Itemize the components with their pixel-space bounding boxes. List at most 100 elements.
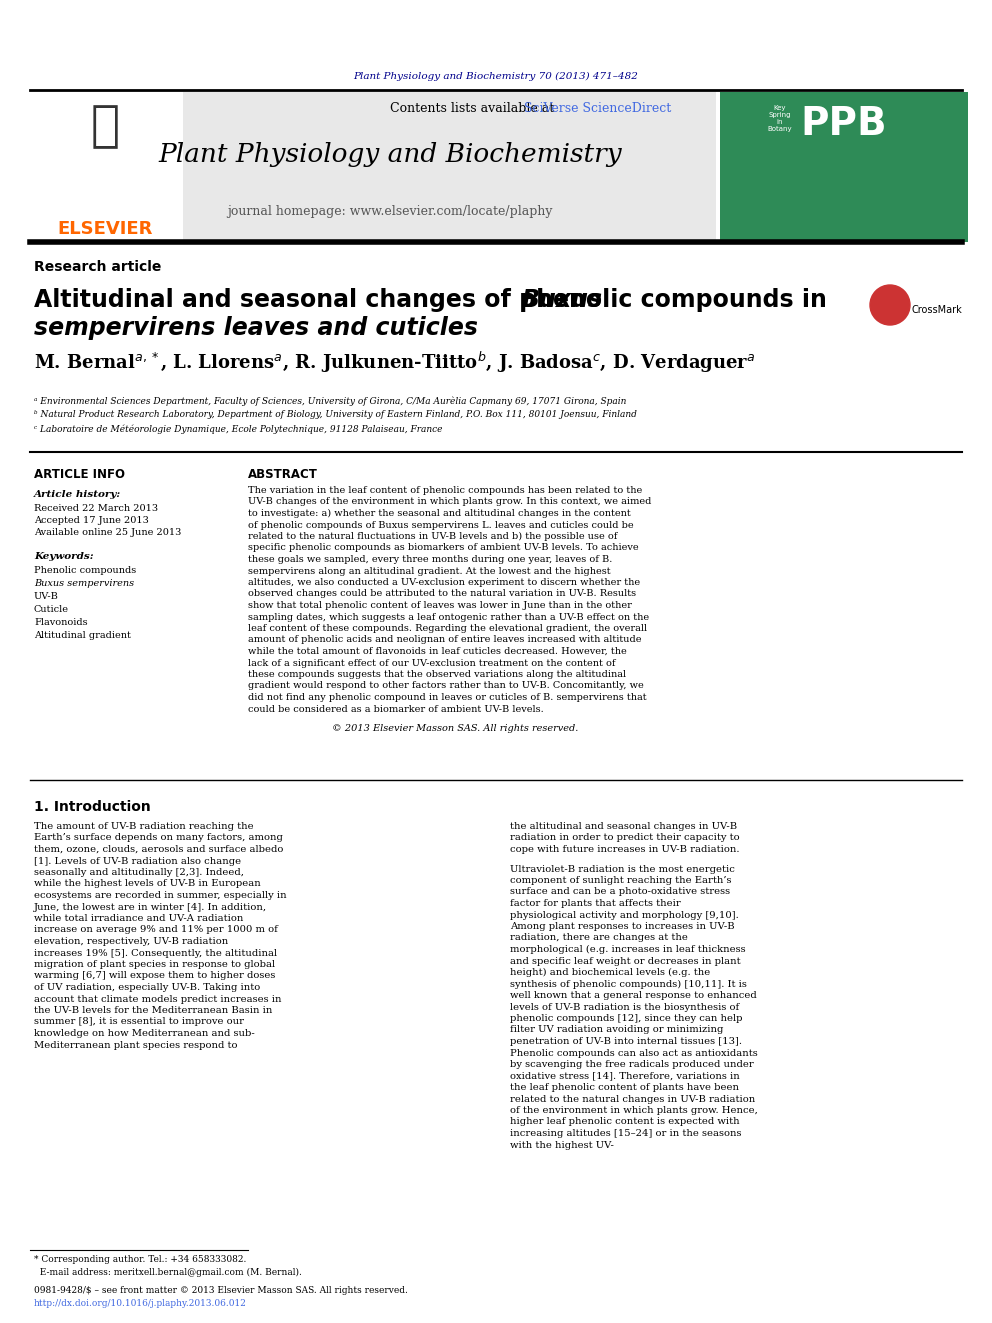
Text: Available online 25 June 2013: Available online 25 June 2013 bbox=[34, 528, 182, 537]
Text: these goals we sampled, every three months during one year, leaves of B.: these goals we sampled, every three mont… bbox=[248, 556, 612, 564]
Text: Ultraviolet-B radiation is the most energetic: Ultraviolet-B radiation is the most ener… bbox=[510, 864, 735, 873]
Text: summer [8], it is essential to improve our: summer [8], it is essential to improve o… bbox=[34, 1017, 244, 1027]
Text: did not find any phenolic compound in leaves or cuticles of B. sempervirens that: did not find any phenolic compound in le… bbox=[248, 693, 647, 703]
Text: while the total amount of flavonoids in leaf cuticles decreased. However, the: while the total amount of flavonoids in … bbox=[248, 647, 627, 656]
Text: The variation in the leaf content of phenolic compounds has been related to the: The variation in the leaf content of phe… bbox=[248, 486, 642, 495]
Text: radiation in order to predict their capacity to: radiation in order to predict their capa… bbox=[510, 833, 740, 843]
Text: related to the natural changes in UV-B radiation: related to the natural changes in UV-B r… bbox=[510, 1094, 755, 1103]
Bar bbox=[720, 93, 968, 242]
Text: observed changes could be attributed to the natural variation in UV-B. Results: observed changes could be attributed to … bbox=[248, 590, 636, 598]
Text: ᶜ Laboratoire de Météorologie Dynamique, Ecole Polytechnique, 91128 Palaiseau, F: ᶜ Laboratoire de Météorologie Dynamique,… bbox=[34, 423, 442, 434]
Text: Accepted 17 June 2013: Accepted 17 June 2013 bbox=[34, 516, 149, 525]
Text: Earth’s surface depends on many factors, among: Earth’s surface depends on many factors,… bbox=[34, 833, 283, 843]
Text: ARTICLE INFO: ARTICLE INFO bbox=[34, 468, 125, 482]
Text: The amount of UV-B radiation reaching the: The amount of UV-B radiation reaching th… bbox=[34, 822, 254, 831]
Text: CrossMark: CrossMark bbox=[912, 306, 963, 315]
Text: June, the lowest are in winter [4]. In addition,: June, the lowest are in winter [4]. In a… bbox=[34, 902, 267, 912]
Text: to investigate: a) whether the seasonal and altitudinal changes in the content: to investigate: a) whether the seasonal … bbox=[248, 509, 631, 519]
Text: UV-B: UV-B bbox=[34, 591, 59, 601]
Text: Received 22 March 2013: Received 22 March 2013 bbox=[34, 504, 158, 513]
Text: these compounds suggests that the observed variations along the altitudinal: these compounds suggests that the observ… bbox=[248, 669, 626, 679]
Text: Phenolic compounds: Phenolic compounds bbox=[34, 566, 136, 576]
Text: * Corresponding author. Tel.: +34 658333082.: * Corresponding author. Tel.: +34 658333… bbox=[34, 1256, 246, 1263]
Text: http://dx.doi.org/10.1016/j.plaphy.2013.06.012: http://dx.doi.org/10.1016/j.plaphy.2013.… bbox=[34, 1299, 247, 1308]
Text: radiation, there are changes at the: radiation, there are changes at the bbox=[510, 934, 687, 942]
Text: 🌳: 🌳 bbox=[90, 102, 120, 149]
Text: factor for plants that affects their: factor for plants that affects their bbox=[510, 900, 681, 908]
Text: UV-B changes of the environment in which plants grow. In this context, we aimed: UV-B changes of the environment in which… bbox=[248, 497, 652, 507]
Text: Altitudinal and seasonal changes of phenolic compounds in: Altitudinal and seasonal changes of phen… bbox=[34, 288, 835, 312]
Text: related to the natural fluctuations in UV-B levels and b) the possible use of: related to the natural fluctuations in U… bbox=[248, 532, 617, 541]
Text: Plant Physiology and Biochemistry: Plant Physiology and Biochemistry bbox=[158, 142, 622, 167]
Text: levels of UV-B radiation is the biosynthesis of: levels of UV-B radiation is the biosynth… bbox=[510, 1003, 739, 1012]
Text: the leaf phenolic content of plants have been: the leaf phenolic content of plants have… bbox=[510, 1084, 739, 1091]
Text: sempervirens leaves and cuticles: sempervirens leaves and cuticles bbox=[34, 316, 478, 340]
Text: specific phenolic compounds as biomarkers of ambient UV-B levels. To achieve: specific phenolic compounds as biomarker… bbox=[248, 544, 639, 553]
Bar bbox=[28, 93, 716, 242]
Text: height) and biochemical levels (e.g. the: height) and biochemical levels (e.g. the bbox=[510, 968, 710, 978]
Text: cope with future increases in UV-B radiation.: cope with future increases in UV-B radia… bbox=[510, 845, 739, 855]
Text: ELSEVIER: ELSEVIER bbox=[58, 220, 153, 238]
Text: ecosystems are recorded in summer, especially in: ecosystems are recorded in summer, espec… bbox=[34, 890, 287, 900]
Text: amount of phenolic acids and neolignan of entire leaves increased with altitude: amount of phenolic acids and neolignan o… bbox=[248, 635, 642, 644]
Text: and specific leaf weight or decreases in plant: and specific leaf weight or decreases in… bbox=[510, 957, 741, 966]
Text: © 2013 Elsevier Masson SAS. All rights reserved.: © 2013 Elsevier Masson SAS. All rights r… bbox=[331, 724, 578, 733]
Text: seasonally and altitudinally [2,3]. Indeed,: seasonally and altitudinally [2,3]. Inde… bbox=[34, 868, 244, 877]
Text: with the highest UV-: with the highest UV- bbox=[510, 1140, 614, 1150]
Text: well known that a general response to enhanced: well known that a general response to en… bbox=[510, 991, 757, 1000]
Text: journal homepage: www.elsevier.com/locate/plaphy: journal homepage: www.elsevier.com/locat… bbox=[227, 205, 553, 218]
Text: knowledge on how Mediterranean and sub-: knowledge on how Mediterranean and sub- bbox=[34, 1029, 255, 1039]
Text: the altitudinal and seasonal changes in UV-B: the altitudinal and seasonal changes in … bbox=[510, 822, 737, 831]
Text: increases 19% [5]. Consequently, the altitudinal: increases 19% [5]. Consequently, the alt… bbox=[34, 949, 277, 958]
Text: ᵃ Environmental Sciences Department, Faculty of Sciences, University of Girona, : ᵃ Environmental Sciences Department, Fac… bbox=[34, 396, 626, 406]
Text: 1. Introduction: 1. Introduction bbox=[34, 800, 151, 814]
Text: altitudes, we also conducted a UV-exclusion experiment to discern whether the: altitudes, we also conducted a UV-exclus… bbox=[248, 578, 640, 587]
Text: Mediterranean plant species respond to: Mediterranean plant species respond to bbox=[34, 1040, 237, 1049]
Text: Key
Spring
in
Botany: Key Spring in Botany bbox=[768, 105, 793, 132]
Text: account that climate models predict increases in: account that climate models predict incr… bbox=[34, 995, 282, 1004]
Circle shape bbox=[870, 284, 910, 325]
Text: PPB: PPB bbox=[801, 105, 887, 143]
Text: migration of plant species in response to global: migration of plant species in response t… bbox=[34, 960, 275, 968]
Text: of the environment in which plants grow. Hence,: of the environment in which plants grow.… bbox=[510, 1106, 758, 1115]
Text: elevation, respectively, UV-B radiation: elevation, respectively, UV-B radiation bbox=[34, 937, 228, 946]
Text: morphological (e.g. increases in leaf thickness: morphological (e.g. increases in leaf th… bbox=[510, 945, 746, 954]
Text: of phenolic compounds of Buxus sempervirens L. leaves and cuticles could be: of phenolic compounds of Buxus sempervir… bbox=[248, 520, 634, 529]
Text: ABSTRACT: ABSTRACT bbox=[248, 468, 317, 482]
Text: by scavenging the free radicals produced under: by scavenging the free radicals produced… bbox=[510, 1060, 754, 1069]
Text: component of sunlight reaching the Earth’s: component of sunlight reaching the Earth… bbox=[510, 876, 731, 885]
Text: M. Bernal$^{a,*}$, L. Llorens$^a$, R. Julkunen-Tiitto$^b$, J. Badosa$^c$, D. Ver: M. Bernal$^{a,*}$, L. Llorens$^a$, R. Ju… bbox=[34, 351, 756, 376]
Text: Buxus sempervirens: Buxus sempervirens bbox=[34, 579, 134, 587]
Text: 0981-9428/$ – see front matter © 2013 Elsevier Masson SAS. All rights reserved.: 0981-9428/$ – see front matter © 2013 El… bbox=[34, 1286, 408, 1295]
Text: Research article: Research article bbox=[34, 261, 162, 274]
Text: Contents lists available at: Contents lists available at bbox=[390, 102, 558, 115]
Text: Phenolic compounds can also act as antioxidants: Phenolic compounds can also act as antio… bbox=[510, 1049, 758, 1057]
Text: increasing altitudes [15–24] or in the seasons: increasing altitudes [15–24] or in the s… bbox=[510, 1129, 741, 1138]
Text: ▲: ▲ bbox=[885, 295, 896, 310]
Text: [1]. Levels of UV-B radiation also change: [1]. Levels of UV-B radiation also chang… bbox=[34, 856, 241, 865]
Text: synthesis of phenolic compounds) [10,11]. It is: synthesis of phenolic compounds) [10,11]… bbox=[510, 979, 747, 988]
Text: sampling dates, which suggests a leaf ontogenic rather than a UV-B effect on the: sampling dates, which suggests a leaf on… bbox=[248, 613, 649, 622]
Text: increase on average 9% and 11% per 1000 m of: increase on average 9% and 11% per 1000 … bbox=[34, 926, 278, 934]
Text: physiological activity and morphology [9,10].: physiological activity and morphology [9… bbox=[510, 910, 739, 919]
Text: higher leaf phenolic content is expected with: higher leaf phenolic content is expected… bbox=[510, 1118, 740, 1126]
Text: lack of a significant effect of our UV-exclusion treatment on the content of: lack of a significant effect of our UV-e… bbox=[248, 659, 615, 668]
Text: SciVerse ScienceDirect: SciVerse ScienceDirect bbox=[525, 102, 672, 115]
Bar bbox=[28, 93, 183, 242]
Text: the UV-B levels for the Mediterranean Basin in: the UV-B levels for the Mediterranean Ba… bbox=[34, 1005, 273, 1015]
Text: E-mail address: meritxell.bernal@gmail.com (M. Bernal).: E-mail address: meritxell.bernal@gmail.c… bbox=[34, 1267, 302, 1277]
Text: Cuticle: Cuticle bbox=[34, 605, 69, 614]
Text: while total irradiance and UV-A radiation: while total irradiance and UV-A radiatio… bbox=[34, 914, 243, 923]
Text: leaf content of these compounds. Regarding the elevational gradient, the overall: leaf content of these compounds. Regardi… bbox=[248, 624, 647, 632]
Text: while the highest levels of UV-B in European: while the highest levels of UV-B in Euro… bbox=[34, 880, 261, 889]
Text: surface and can be a photo-oxidative stress: surface and can be a photo-oxidative str… bbox=[510, 888, 730, 897]
Text: Flavonoids: Flavonoids bbox=[34, 618, 87, 627]
Text: Buxus: Buxus bbox=[521, 288, 602, 312]
Text: Altitudinal gradient: Altitudinal gradient bbox=[34, 631, 131, 640]
Text: show that total phenolic content of leaves was lower in June than in the other: show that total phenolic content of leav… bbox=[248, 601, 632, 610]
Text: sempervirens along an altitudinal gradient. At the lowest and the highest: sempervirens along an altitudinal gradie… bbox=[248, 566, 611, 576]
Text: filter UV radiation avoiding or minimizing: filter UV radiation avoiding or minimizi… bbox=[510, 1025, 723, 1035]
Text: ᵇ Natural Product Research Laboratory, Department of Biology, University of East: ᵇ Natural Product Research Laboratory, D… bbox=[34, 410, 637, 419]
Text: penetration of UV-B into internal tissues [13].: penetration of UV-B into internal tissue… bbox=[510, 1037, 742, 1046]
Text: them, ozone, clouds, aerosols and surface albedo: them, ozone, clouds, aerosols and surfac… bbox=[34, 845, 284, 855]
